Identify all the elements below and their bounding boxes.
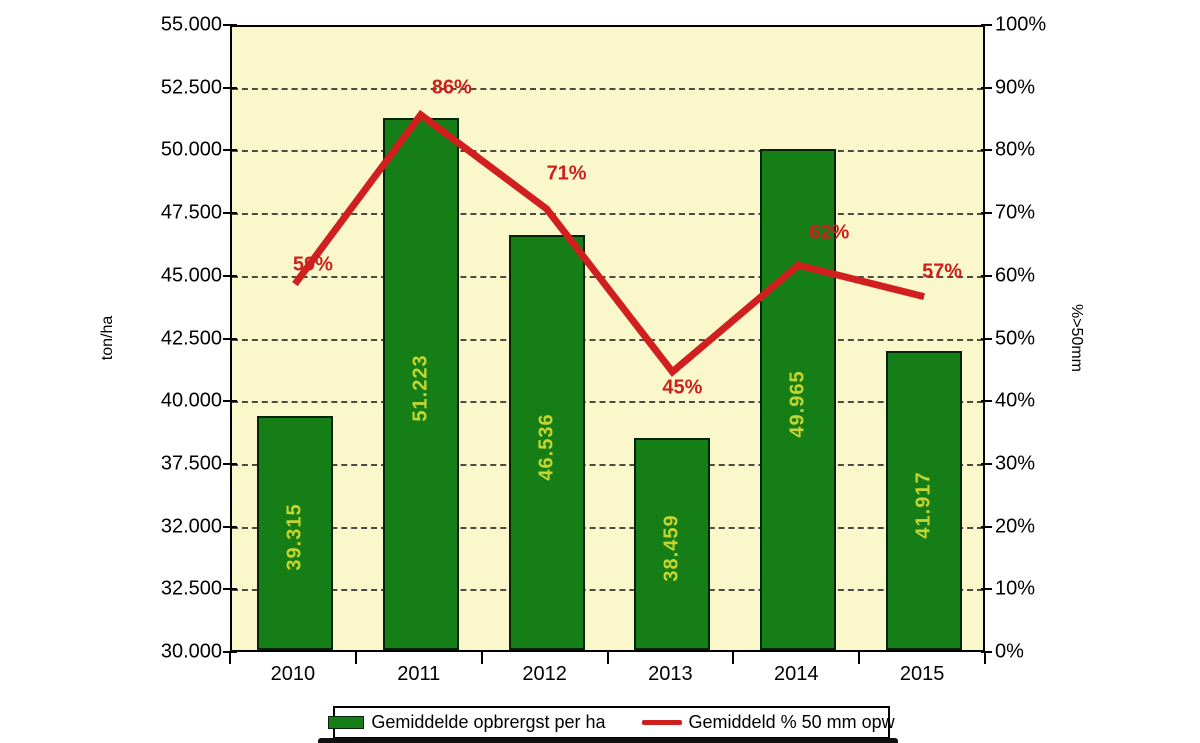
x-axis-label-2013: 2013 [648,663,693,685]
left-axis-tick-label: 55.000 [160,13,222,36]
axis-tick [229,652,231,664]
axis-tick [981,24,992,26]
bar-2010 [256,416,333,650]
line-series-label: Gemiddeld % 50 mm opw [688,712,895,732]
percentage-line-series [292,109,925,377]
axis-tick [223,86,237,89]
legend: Gemiddelde opbrergst per ha Gemiddeld % … [328,706,895,739]
bar-2012 [508,235,585,650]
axis-tick [223,588,237,591]
axis-tick [981,337,992,340]
right-axis-tick-label: 0% [995,640,1024,663]
x-axis-label-2014: 2014 [774,663,819,685]
right-axis-tick-label: 20% [995,515,1036,538]
axis-tick [223,400,237,403]
left-axis-tick-label: 40.000 [160,389,222,412]
gridline [232,463,983,466]
x-axis-label-2011: 2011 [397,663,441,685]
gridline [232,213,983,216]
right-axis-tick-label: 100% [995,13,1047,36]
line-value-label-2015: 57% [922,260,963,283]
axis-tick [732,652,735,664]
axis-tick [858,652,861,664]
left-axis-title: ton/ha [99,315,116,361]
axis-tick [981,462,992,465]
left-axis-tick-label: 37.500 [160,452,222,475]
line-value-label-2011: 86% [431,76,472,99]
window-edge-strip [318,738,898,743]
axis-tick [223,274,237,277]
gridline [232,150,983,153]
x-axis-label-2015: 2015 [899,663,945,685]
left-axis-tick-label: 47.500 [160,201,222,224]
axis-tick [981,651,992,653]
right-axis-tick-label: 40% [995,389,1036,412]
left-axis-tick-label: 32.000 [160,515,222,538]
axis-tick [223,212,237,215]
bar-2015 [886,351,963,650]
axis-tick [606,652,609,664]
axis-tick [354,652,357,664]
gridline [232,87,983,90]
right-axis-tick-label: 90% [995,76,1036,99]
bar-2014 [760,149,837,650]
line-value-label-2013: 45% [662,376,703,399]
bar-series-label: Gemiddelde opbrergst per ha [371,712,606,732]
axis-tick [223,462,237,465]
line-series-swatch [641,720,682,725]
bar-2011 [382,117,459,650]
line-path [292,109,925,377]
x-axis-label-2010: 2010 [270,663,316,685]
gridline [232,401,983,404]
legend-item-line: Gemiddeld % 50 mm opw [641,712,895,733]
axis-tick [223,337,237,340]
line-value-label-2014: 62% [809,221,850,244]
axis-tick [223,149,237,152]
right-axis-tick-label: 30% [995,452,1036,475]
right-axis-tick-label: 50% [995,327,1036,349]
gridline [232,338,983,341]
axis-tick [981,86,992,89]
axis-tick [981,212,992,215]
right-axis-tick-label: 70% [995,201,1036,224]
left-axis-tick-label: 45.000 [160,264,222,287]
line-value-label-2010: 59% [292,253,333,276]
left-axis-tick-label: 50.000 [160,138,222,161]
gridline [232,526,983,529]
axis-tick [981,274,992,277]
legend-item-bar: Gemiddelde opbrergst per ha [328,712,606,733]
left-axis-tick-label: 30.000 [160,640,222,663]
left-axis-tick-label: 52.500 [160,76,222,99]
right-axis-title: %>50mm [1068,303,1085,373]
axis-tick [223,525,237,528]
gridline [232,275,983,278]
right-axis-tick-label: 60% [995,264,1036,287]
left-axis-tick-label: 42.500 [160,327,222,349]
axis-tick [984,652,986,664]
right-axis-tick-label: 10% [995,577,1036,600]
axis-tick [981,400,992,403]
gridline [232,589,983,592]
right-axis-tick-label: 80% [995,138,1036,161]
bar-series-swatch [328,716,365,729]
x-axis-label-2012: 2012 [522,663,567,685]
axis-tick [223,24,237,26]
axis-tick [480,652,483,664]
axis-tick [981,525,992,528]
bar-2013 [634,437,711,650]
axis-tick [981,149,992,152]
plot-area: 39.315 51.223 46.536 38.459 49.965 41.917 59% 8… [230,25,985,652]
axis-tick [981,588,992,591]
left-axis-tick-label: 32.500 [160,577,222,600]
line-value-label-2012: 71% [546,162,587,185]
